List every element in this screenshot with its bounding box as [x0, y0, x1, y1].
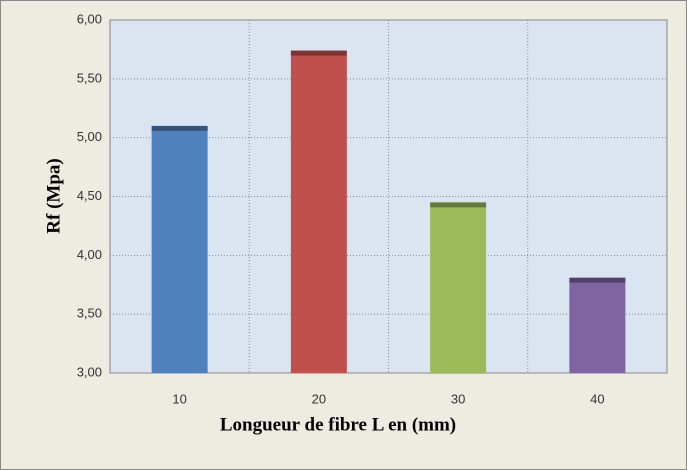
bar — [151, 125, 208, 374]
y-tick-label: 5,00 — [77, 129, 102, 144]
x-tick-label: 30 — [451, 391, 465, 406]
x-axis-title: Longueur de fibre L en (mm) — [220, 414, 456, 435]
bar-cap — [430, 202, 487, 208]
bar-cap — [569, 277, 626, 283]
y-tick-label: 4,00 — [77, 247, 102, 262]
bar-cap — [151, 125, 208, 131]
x-tick-label: 10 — [172, 391, 186, 406]
x-tick-label: 20 — [312, 391, 326, 406]
bar — [290, 50, 347, 374]
x-tick-label: 40 — [590, 391, 604, 406]
y-axis-title: Rf (Mpa) — [43, 158, 64, 233]
y-tick-label: 3,50 — [77, 306, 102, 321]
y-tick-label: 4,50 — [77, 188, 102, 203]
y-tick-label: 5,50 — [77, 70, 102, 85]
y-tick-label: 6,00 — [77, 11, 102, 26]
y-tick-label: 3,00 — [77, 364, 102, 379]
bar — [430, 202, 487, 373]
bar — [569, 277, 626, 373]
bar-cap — [290, 50, 347, 56]
